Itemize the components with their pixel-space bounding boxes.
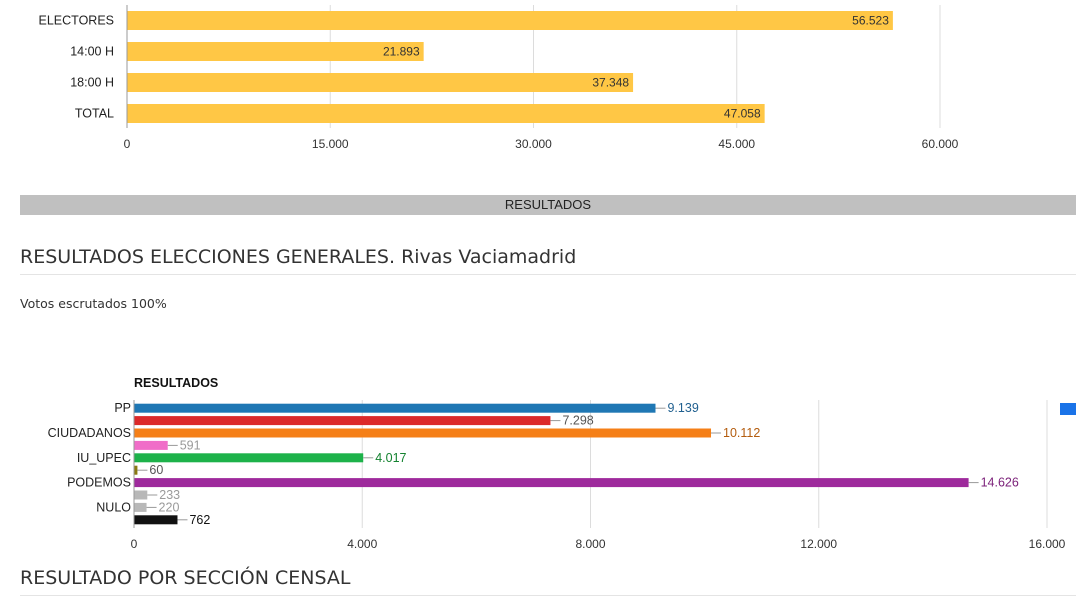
category-label: 14:00 H — [70, 45, 114, 59]
data-label: 37.348 — [592, 76, 629, 90]
category-label: TOTAL — [75, 107, 114, 121]
scrutiny-text: Votos escrutados 100% — [20, 296, 167, 311]
category-label: ELECTORES — [39, 14, 115, 28]
category-label: 18:00 H — [70, 76, 114, 90]
results-heading: RESULTADOS ELECCIONES GENERALES. Rivas V… — [20, 246, 1076, 275]
bar — [134, 416, 551, 426]
bar — [134, 502, 147, 512]
bar — [134, 478, 969, 488]
x-tick-label: 16.000 — [1029, 537, 1066, 551]
x-tick-label: 0 — [131, 537, 138, 551]
data-label: 21.893 — [383, 45, 420, 59]
data-label: 4.017 — [375, 451, 406, 465]
bar — [127, 104, 765, 123]
data-label: 591 — [180, 438, 201, 452]
data-label: 7.298 — [562, 414, 593, 428]
data-label: 9.139 — [667, 401, 698, 415]
data-label: 762 — [189, 513, 210, 527]
category-label: IU_UPEC — [77, 451, 131, 465]
results-chart: RESULTADOS 0 4.000 8.000 12.000 16.000 PP 9.139… — [48, 376, 1066, 551]
bar — [127, 73, 634, 92]
x-tick-label: 4.000 — [347, 537, 377, 551]
bar — [134, 440, 168, 450]
data-label: 220 — [159, 500, 180, 514]
bar — [134, 453, 364, 463]
bar — [134, 465, 138, 475]
x-tick-label: 8.000 — [575, 537, 605, 551]
x-tick-label: 45.000 — [718, 137, 755, 151]
x-tick-label: 60.000 — [922, 137, 959, 151]
bar — [134, 490, 148, 500]
category-label: NULO — [96, 500, 131, 514]
data-label: 10.112 — [723, 426, 760, 440]
bar — [134, 428, 712, 438]
category-label: PODEMOS — [67, 476, 131, 490]
bar — [134, 403, 656, 413]
data-label: 56.523 — [852, 14, 889, 28]
turnout-chart: 0 15.000 30.000 45.000 60.000 ELECTORES 56.523… — [39, 5, 959, 151]
data-label: 60 — [149, 463, 163, 477]
category-label: PP — [114, 401, 131, 415]
data-label: 233 — [159, 488, 180, 502]
results-section-bar[interactable]: RESULTADOS — [20, 195, 1076, 215]
data-label: 14.626 — [981, 476, 1019, 490]
legend-swatch[interactable] — [1060, 403, 1076, 415]
category-label: CIUDADANOS — [48, 426, 131, 440]
section-heading: RESULTADO POR SECCIÓN CENSAL — [20, 567, 1076, 596]
bar — [127, 42, 424, 61]
bar — [134, 515, 178, 525]
x-tick-label: 30.000 — [515, 137, 552, 151]
chart-title: RESULTADOS — [134, 376, 218, 390]
bar — [127, 11, 893, 30]
x-tick-label: 12.000 — [800, 537, 837, 551]
data-label: 47.058 — [724, 107, 761, 121]
x-tick-label: 0 — [124, 137, 131, 151]
x-tick-label: 15.000 — [312, 137, 349, 151]
